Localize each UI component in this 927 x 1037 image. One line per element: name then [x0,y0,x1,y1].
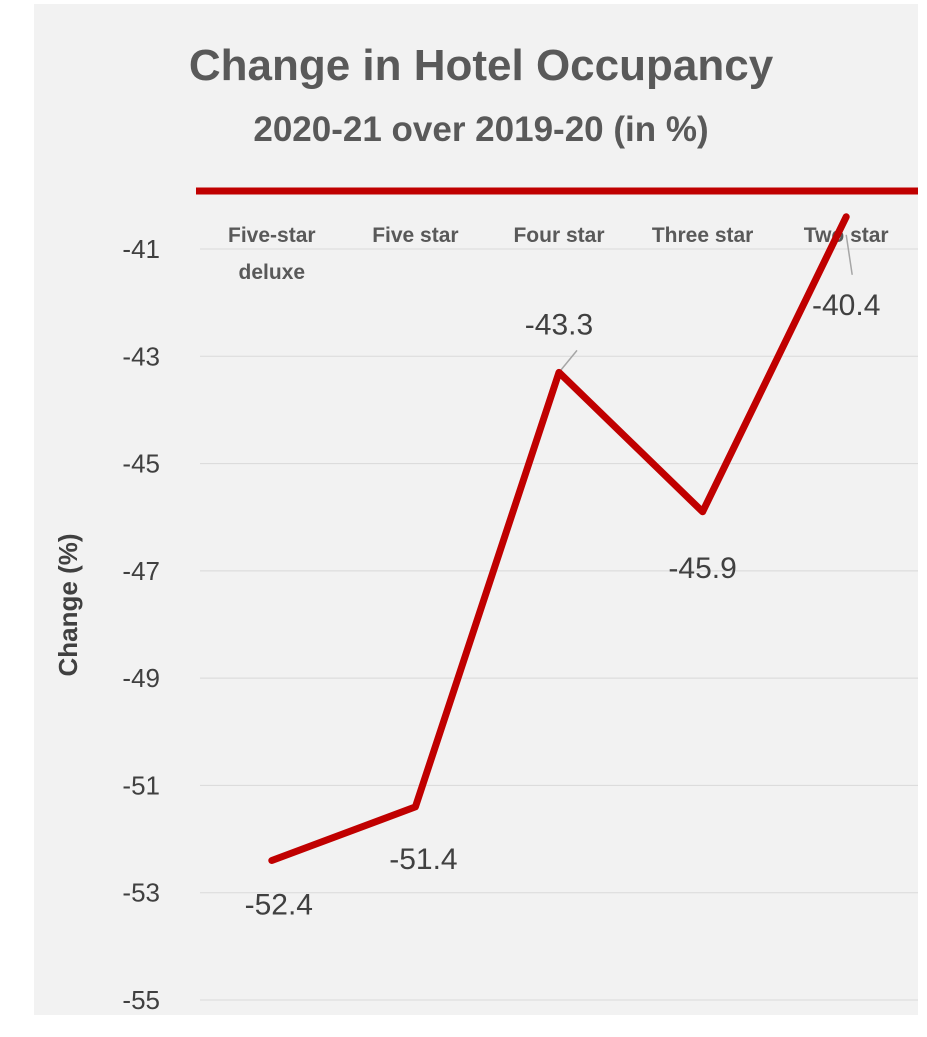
y-tick-label: -41 [122,234,160,264]
y-tick-label: -53 [122,878,160,908]
category-label: Five star [372,224,458,247]
category-label: Three star [652,224,754,247]
chart-area [34,4,918,1015]
data-labels: -52.4 -51.4 -43.3 -45.9 -40.4 [245,289,881,922]
y-tick-label: -51 [122,770,160,800]
y-tick-label: -49 [122,663,160,693]
category-label: Five-star [228,224,316,247]
y-tick-label: -55 [122,985,160,1015]
series-line [268,213,850,864]
y-axis-label: Change (%) [53,534,83,677]
data-label: -51.4 [389,843,457,876]
data-label: -52.4 [245,889,313,922]
leader-lines [558,234,853,373]
data-label: -45.9 [668,552,736,585]
y-tick-label: -43 [122,341,160,371]
chart-subtitle: 2020-21 over 2019-20 (in %) [253,110,708,149]
category-labels: Five-star deluxe Five star Four star Three s… [228,224,889,284]
data-label: -43.3 [525,308,593,341]
chart-title: Change in Hotel Occupancy [189,41,774,90]
category-label: Four star [513,224,604,247]
y-tick-label: -47 [122,556,160,586]
data-label: -40.4 [812,289,880,322]
y-tick-label: -45 [122,449,160,479]
leader-line [558,349,578,373]
category-label: deluxe [239,261,306,284]
y-axis-ticks: -41 -43 -45 -47 -49 -51 -53 -55 [122,234,160,1015]
series-line-group [268,213,850,864]
leader-line [845,234,853,275]
gridlines [200,248,918,1001]
